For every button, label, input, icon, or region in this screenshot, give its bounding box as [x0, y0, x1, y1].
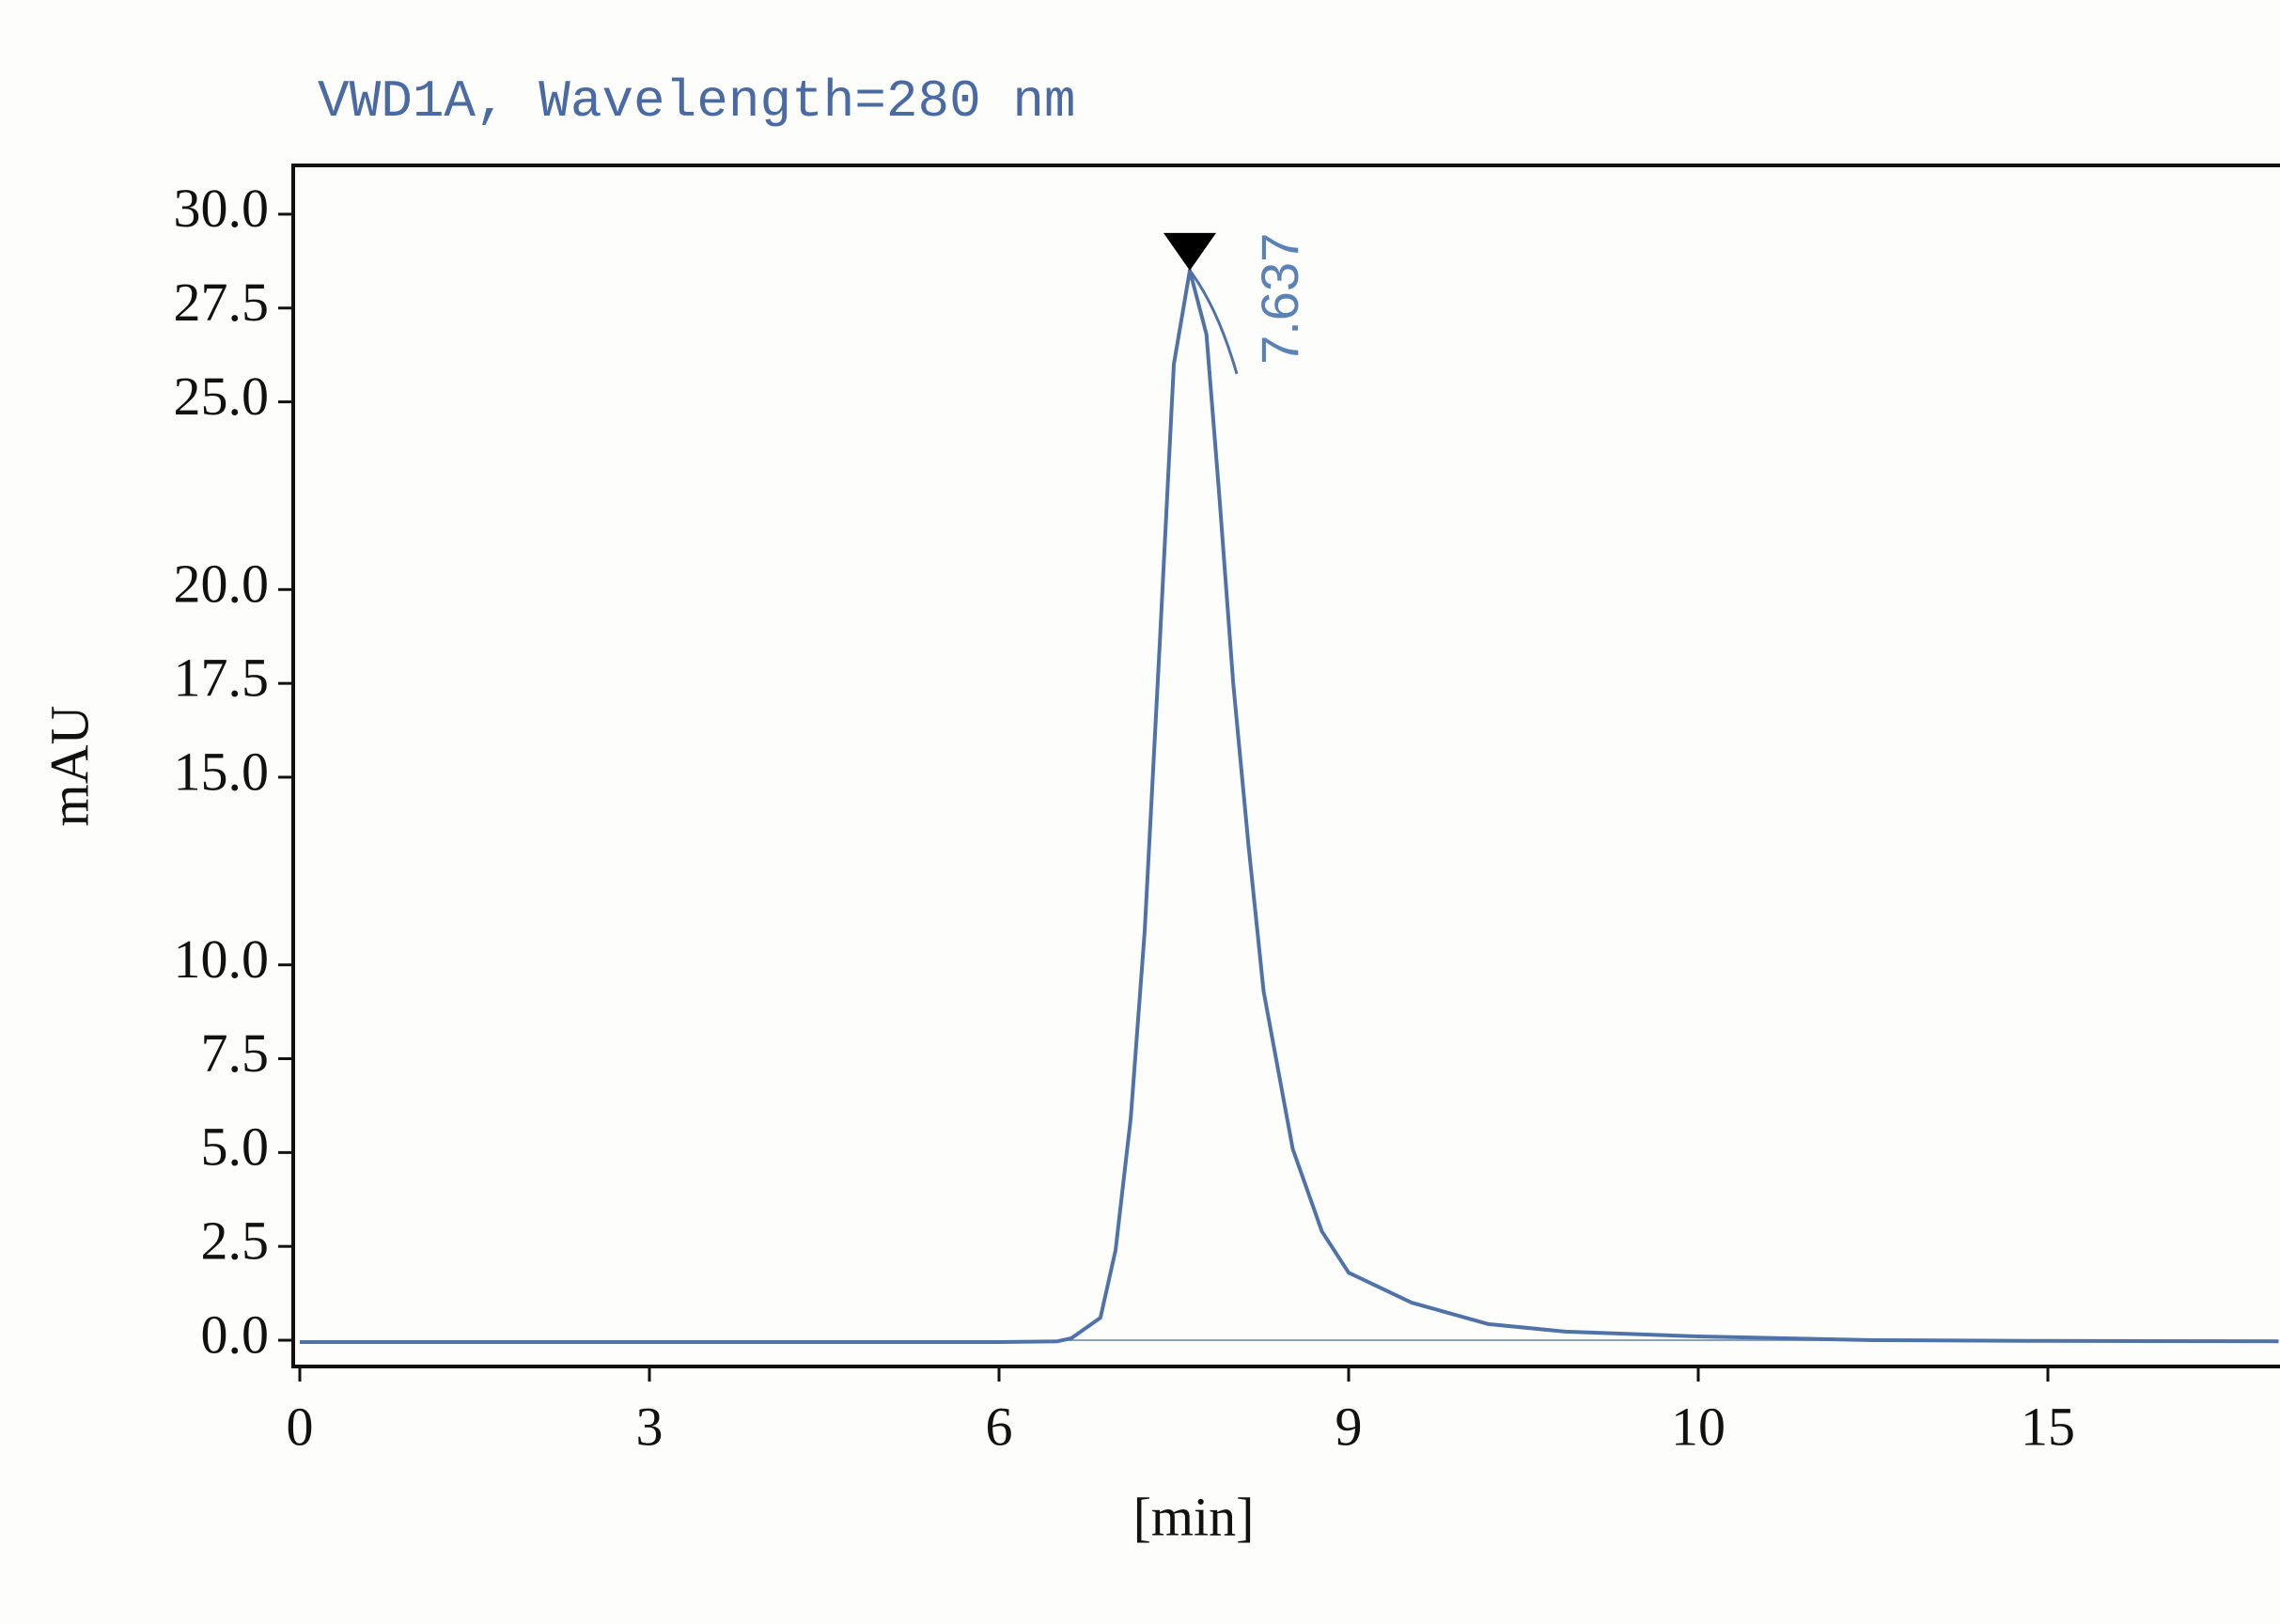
x-tick-label: 3	[636, 1396, 664, 1457]
x-tick-label: 0	[287, 1396, 314, 1457]
y-tick-label: 20.0	[174, 554, 270, 615]
x-axis-label: [min]	[1133, 1486, 1255, 1547]
peak-marker	[1163, 232, 1216, 271]
y-tick-label: 7.5	[201, 1023, 270, 1084]
y-tick-label: 30.0	[174, 178, 270, 239]
plot-frame	[291, 164, 2280, 1368]
trace-line	[300, 268, 2279, 1344]
y-tick-label: 25.0	[174, 366, 270, 427]
x-tick-label: 15	[2021, 1396, 2075, 1457]
y-tick-label: 10.0	[174, 929, 270, 990]
y-tick-label: 17.5	[174, 647, 270, 708]
y-tick-label: 0.0	[201, 1304, 270, 1365]
x-tick-label: 10	[1671, 1396, 1726, 1457]
y-axis-label: mAU	[39, 706, 100, 827]
chart-title: VWD1A, Wavelength=280 nm	[318, 71, 1076, 132]
x-tick-label: 6	[986, 1396, 1013, 1457]
y-tick-label: 15.0	[174, 741, 270, 802]
peak-label: 7.637	[1250, 233, 1309, 365]
peak-leader	[1188, 269, 1239, 375]
y-tick-label: 2.5	[201, 1210, 270, 1272]
y-tick-label: 5.0	[201, 1116, 270, 1178]
y-tick-label: 27.5	[174, 272, 270, 333]
plot-area: 0.0 2.5 5.0 7.5 10.0 15.0 17.5 20.0 25.0 27.5 30.0…	[174, 164, 2280, 1457]
x-tick-label: 9	[1335, 1396, 1363, 1457]
